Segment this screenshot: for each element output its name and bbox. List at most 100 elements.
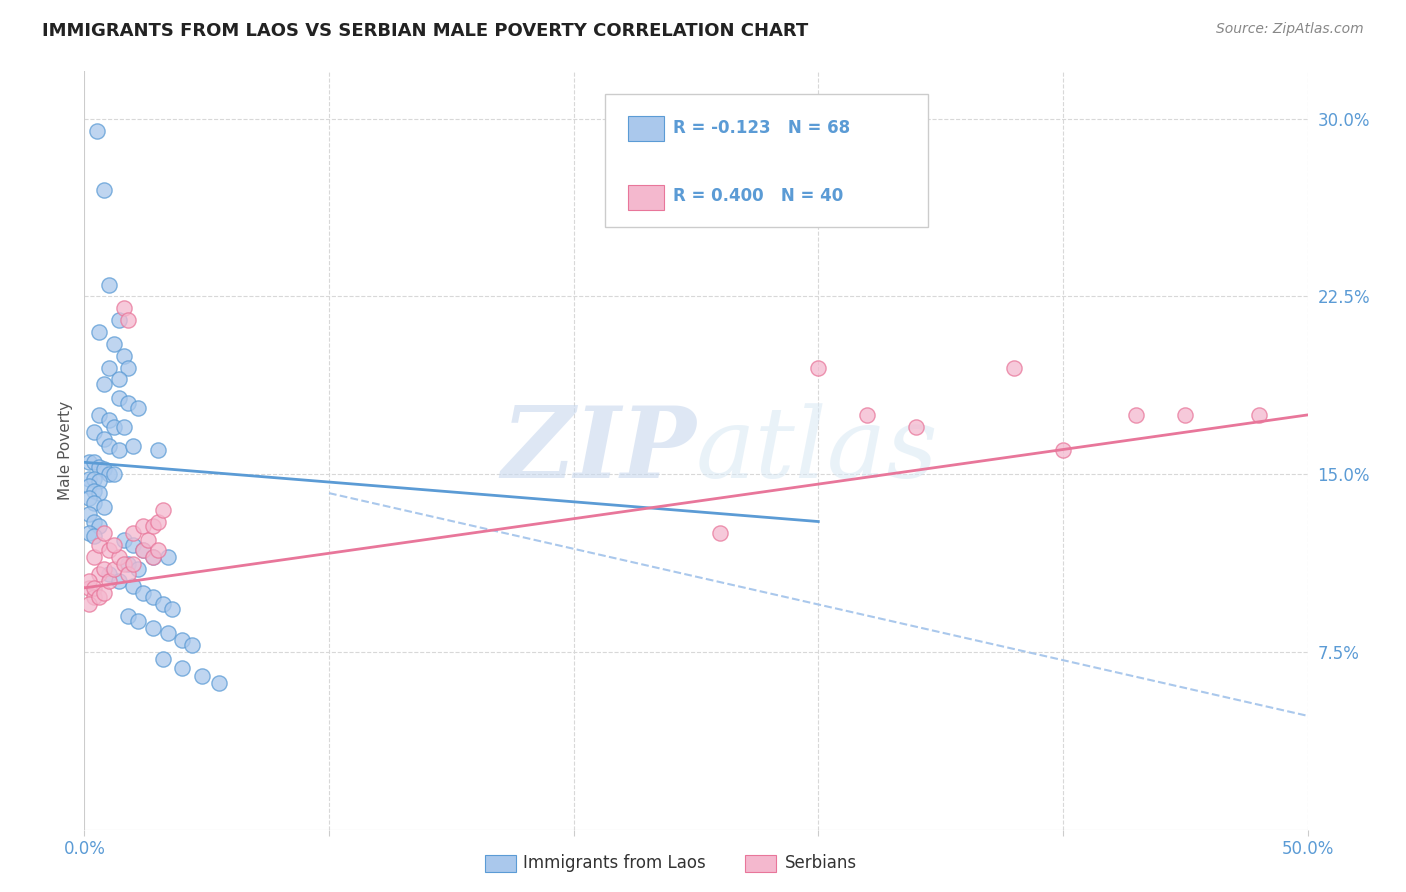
Text: R = 0.400   N = 40: R = 0.400 N = 40 [673,187,844,205]
Point [83,455,105,469]
Point [132,519,155,533]
Point [142,550,165,565]
Point [107,574,129,588]
Point [172,633,194,648]
Text: R = -0.123   N = 68: R = -0.123 N = 68 [673,119,851,136]
Point [87,486,110,500]
Point [83,472,105,486]
Point [142,550,165,565]
Point [77,598,100,612]
Point [152,598,174,612]
Point [127,562,149,576]
Point [87,408,110,422]
Point [112,301,135,316]
Point [162,602,184,616]
Point [146,443,169,458]
Point [142,621,165,635]
Point [87,566,110,581]
Point [77,455,100,469]
Text: Source: ZipAtlas.com: Source: ZipAtlas.com [1216,22,1364,37]
Point [107,313,129,327]
Point [93,183,115,197]
Point [97,566,120,581]
Point [122,578,145,592]
Point [112,533,135,548]
Point [87,460,110,475]
Point [93,585,115,599]
Point [87,325,110,339]
Point [1125,408,1147,422]
Point [83,529,105,543]
Point [156,550,179,565]
Point [136,533,159,548]
Point [208,675,231,690]
Point [83,483,105,498]
Point [122,526,145,541]
Point [83,591,105,605]
Point [83,581,105,595]
Point [77,581,100,595]
Point [93,562,115,576]
Point [93,526,115,541]
Point [156,626,179,640]
Point [93,462,115,476]
Point [122,439,145,453]
Point [97,277,120,292]
Point [77,472,100,486]
Point [107,392,129,406]
Point [117,566,139,581]
Point [132,585,155,599]
Point [83,550,105,565]
Point [77,526,100,541]
Point [87,538,110,552]
Point [117,396,139,410]
Point [107,443,129,458]
Point [77,508,100,522]
Point [1002,360,1025,375]
Point [117,313,139,327]
Point [77,479,100,493]
Point [112,419,135,434]
Point [97,439,120,453]
Point [93,377,115,392]
Point [107,372,129,386]
Point [83,495,105,509]
Point [77,574,100,588]
Point [122,538,145,552]
Point [1247,408,1270,422]
Point [127,614,149,628]
Point [152,652,174,666]
Point [93,500,115,515]
Point [856,408,879,422]
Point [709,526,731,541]
Point [87,475,110,489]
Point [152,502,174,516]
Point [103,538,125,552]
Point [103,467,125,482]
Point [172,661,194,675]
Point [83,515,105,529]
Point [132,543,155,558]
Point [132,543,155,558]
Point [1174,408,1197,422]
Point [97,574,120,588]
Point [146,543,169,558]
Point [905,419,928,434]
Point [97,412,120,426]
Text: Serbians: Serbians [785,855,856,872]
Point [87,519,110,533]
Point [181,638,204,652]
Y-axis label: Male Poverty: Male Poverty [58,401,73,500]
Point [86,123,108,137]
Point [87,591,110,605]
Point [127,401,149,415]
Point [122,557,145,572]
Point [191,668,214,682]
Point [142,591,165,605]
Point [112,557,135,572]
Point [97,467,120,482]
Point [103,419,125,434]
Text: ZIP: ZIP [501,402,696,499]
Point [146,515,169,529]
Point [112,349,135,363]
